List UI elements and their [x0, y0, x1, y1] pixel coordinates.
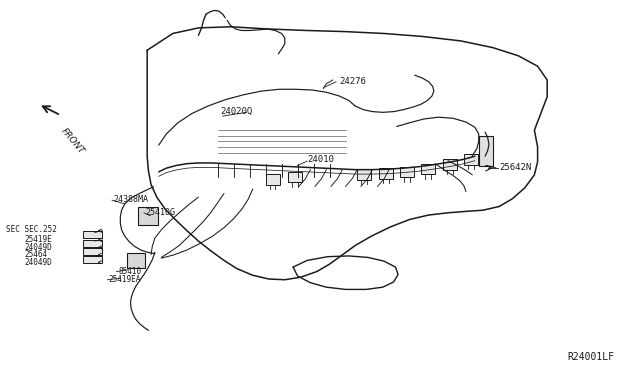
Bar [479, 136, 493, 166]
Text: 24049D: 24049D [24, 258, 52, 267]
Bar [288, 172, 302, 182]
Text: 24020Q: 24020Q [221, 107, 253, 116]
Bar [266, 174, 280, 185]
Bar [400, 167, 414, 177]
Bar [83, 231, 102, 238]
Bar [83, 256, 102, 263]
Text: 24010: 24010 [307, 155, 334, 164]
Bar [127, 253, 145, 268]
Text: 25464: 25464 [24, 250, 47, 259]
Text: R24001LF: R24001LF [568, 352, 614, 362]
Bar [357, 169, 371, 180]
Bar [464, 154, 478, 165]
Text: 24276: 24276 [339, 77, 366, 86]
Bar [83, 240, 102, 247]
Bar [83, 248, 102, 255]
Text: 25642N: 25642N [499, 163, 531, 172]
Text: 24388MA: 24388MA [114, 195, 149, 203]
Bar [138, 207, 158, 225]
Bar [421, 164, 435, 174]
Bar [443, 159, 457, 170]
Bar [379, 168, 393, 179]
Text: SEC SEC.252: SEC SEC.252 [6, 225, 57, 234]
Text: 25419EA: 25419EA [109, 275, 141, 284]
Text: FRONT: FRONT [59, 126, 86, 156]
Text: 24049D: 24049D [24, 243, 52, 252]
Text: 25419E: 25419E [24, 235, 52, 244]
Text: 25410G: 25410G [146, 208, 176, 217]
Text: 85410: 85410 [118, 267, 141, 276]
